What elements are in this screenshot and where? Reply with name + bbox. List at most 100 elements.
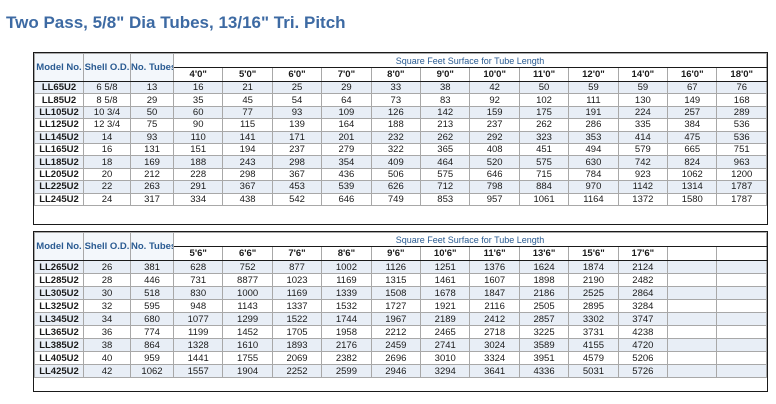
surface-cell: 149 — [667, 93, 718, 107]
surface-cell: 1452 — [222, 325, 273, 339]
table-row: LL85U2 8 5/8 29 35 45 54 64 73 83 92 102 111 130 149 1… — [34, 93, 767, 107]
surface-cell: 2741 — [420, 338, 471, 352]
surface-cell: 2252 — [271, 364, 323, 378]
surface-cell: 213 — [420, 118, 471, 132]
surface-cell: 1787 — [716, 192, 767, 206]
surface-cell: 77 — [222, 105, 273, 120]
surface-cell: 171 — [271, 130, 323, 144]
length-header: 11'0" — [518, 67, 570, 82]
surface-cell: 1557 — [172, 364, 224, 378]
surface-cell: 506 — [370, 167, 422, 182]
tubes-cell: 212 — [130, 167, 174, 182]
surface-cell: 4579 — [568, 351, 619, 365]
table-row: LL145U2 14 93 110 141 171 201 232 262 292 323 353 41… — [34, 130, 767, 144]
surface-cell: 2465 — [420, 325, 471, 339]
surface-cell: 3731 — [568, 325, 619, 339]
surface-cell: 45 — [222, 93, 273, 107]
surface-cell: 853 — [420, 192, 471, 206]
length-header: 8'0" — [370, 67, 422, 82]
surface-span-header: Square Feet Surface for Tube Length — [173, 53, 767, 68]
length-header: 4'0" — [172, 67, 224, 82]
surface-cell: 289 — [716, 105, 767, 120]
surface-cell: 54 — [271, 93, 323, 107]
tubes-cell: 680 — [130, 312, 174, 326]
surface-cell: 712 — [420, 180, 471, 194]
surface-cell: 1874 — [568, 260, 619, 274]
shell-od-cell: 42 — [83, 364, 131, 378]
surface-cell: 279 — [321, 142, 372, 157]
surface-cell: 5031 — [568, 364, 619, 378]
length-header: 11'6" — [469, 246, 520, 261]
surface-cell: 3024 — [469, 338, 520, 352]
shell-od-header: Shell O.D. — [83, 53, 131, 82]
table-row: LL205U2 20 212 228 298 367 436 506 575 646 715 784 9… — [34, 167, 767, 182]
surface-cell: 1142 — [617, 180, 669, 194]
surface-cell: 923 — [617, 167, 669, 182]
surface-cell: 1508 — [370, 286, 422, 300]
tubes-cell: 93 — [130, 130, 174, 144]
model-cell: LL165U2 — [34, 142, 84, 157]
length-header: 5'0" — [222, 67, 273, 82]
tubes-cell: 518 — [130, 286, 174, 300]
length-header: 10'6" — [420, 246, 471, 261]
table-row: LL325U2 32 595 948 1143 1337 1532 1727 1921 2116 2… — [34, 299, 767, 313]
surface-cell: 877 — [271, 260, 323, 274]
surface-cell — [667, 260, 718, 274]
surface-cell: 2124 — [617, 260, 669, 274]
surface-cell: 575 — [420, 167, 471, 182]
table-row: LL305U2 30 518 830 1000 1169 1339 1508 1678 1847 2… — [34, 286, 767, 300]
surface-cell: 139 — [271, 118, 323, 132]
model-cell: LL265U2 — [34, 260, 84, 274]
surface-cell: 191 — [568, 105, 619, 120]
surface-cell: 2718 — [469, 325, 520, 339]
surface-cell: 353 — [568, 130, 619, 144]
surface-cell: 2505 — [518, 299, 570, 313]
surface-cell: 3589 — [518, 338, 570, 352]
table-row: LL425U2 42 1062 1557 1904 2252 2599 2946 3294 364… — [34, 364, 767, 378]
length-header: 10'0" — [469, 67, 520, 82]
surface-cell: 2116 — [469, 299, 520, 313]
surface-cell: 130 — [617, 93, 669, 107]
surface-cell: 1328 — [172, 338, 224, 352]
length-header: 7'6" — [271, 246, 323, 261]
surface-table-panel-1: Model No. Shell O.D. No. Tubes Square Fe… — [33, 52, 768, 225]
model-cell: LL85U2 — [34, 93, 84, 107]
surface-cell — [716, 351, 767, 365]
surface-cell: 575 — [518, 155, 570, 169]
surface-cell: 367 — [271, 167, 323, 182]
model-cell: LL205U2 — [34, 167, 84, 182]
surface-cell: 1314 — [667, 180, 718, 194]
surface-cell: 4238 — [617, 325, 669, 339]
surface-cell: 151 — [172, 142, 224, 157]
surface-cell: 201 — [321, 130, 372, 144]
surface-cell: 286 — [568, 118, 619, 132]
surface-cell: 2459 — [370, 338, 422, 352]
shell-od-cell: 14 — [83, 130, 131, 144]
shell-od-cell: 24 — [83, 192, 131, 206]
surface-cell: 536 — [716, 130, 767, 144]
surface-cell: 884 — [518, 180, 570, 194]
surface-cell: 630 — [568, 155, 619, 169]
model-cell: LL425U2 — [34, 364, 84, 378]
shell-od-cell: 40 — [83, 351, 131, 365]
surface-cell — [716, 364, 767, 378]
surface-cell: 3951 — [518, 351, 570, 365]
surface-cell: 963 — [716, 155, 767, 169]
table-row: LL365U2 36 774 1199 1452 1705 1958 2212 2465 2718… — [34, 325, 767, 339]
table-row: LL185U2 18 169 188 243 298 354 409 464 520 575 630 7… — [34, 155, 767, 169]
shell-od-cell: 6 5/8 — [83, 80, 131, 95]
surface-cell: 262 — [420, 130, 471, 144]
surface-cell: 292 — [469, 130, 520, 144]
surface-cell: 1199 — [172, 325, 224, 339]
model-header: Model No. — [34, 53, 84, 82]
surface-cell: 3747 — [617, 312, 669, 326]
table-row: LL385U2 38 864 1328 1610 1893 2176 2459 2741 3024… — [34, 338, 767, 352]
surface-cell: 1787 — [716, 180, 767, 194]
surface-cell: 1847 — [469, 286, 520, 300]
length-header: 18'0" — [716, 67, 767, 82]
surface-cell: 2186 — [518, 286, 570, 300]
surface-cell: 159 — [469, 105, 520, 120]
surface-cell: 1315 — [370, 273, 422, 287]
table-row: LL405U2 40 959 1441 1755 2069 2382 2696 3010 3324… — [34, 351, 767, 365]
surface-cell: 2069 — [271, 351, 323, 365]
